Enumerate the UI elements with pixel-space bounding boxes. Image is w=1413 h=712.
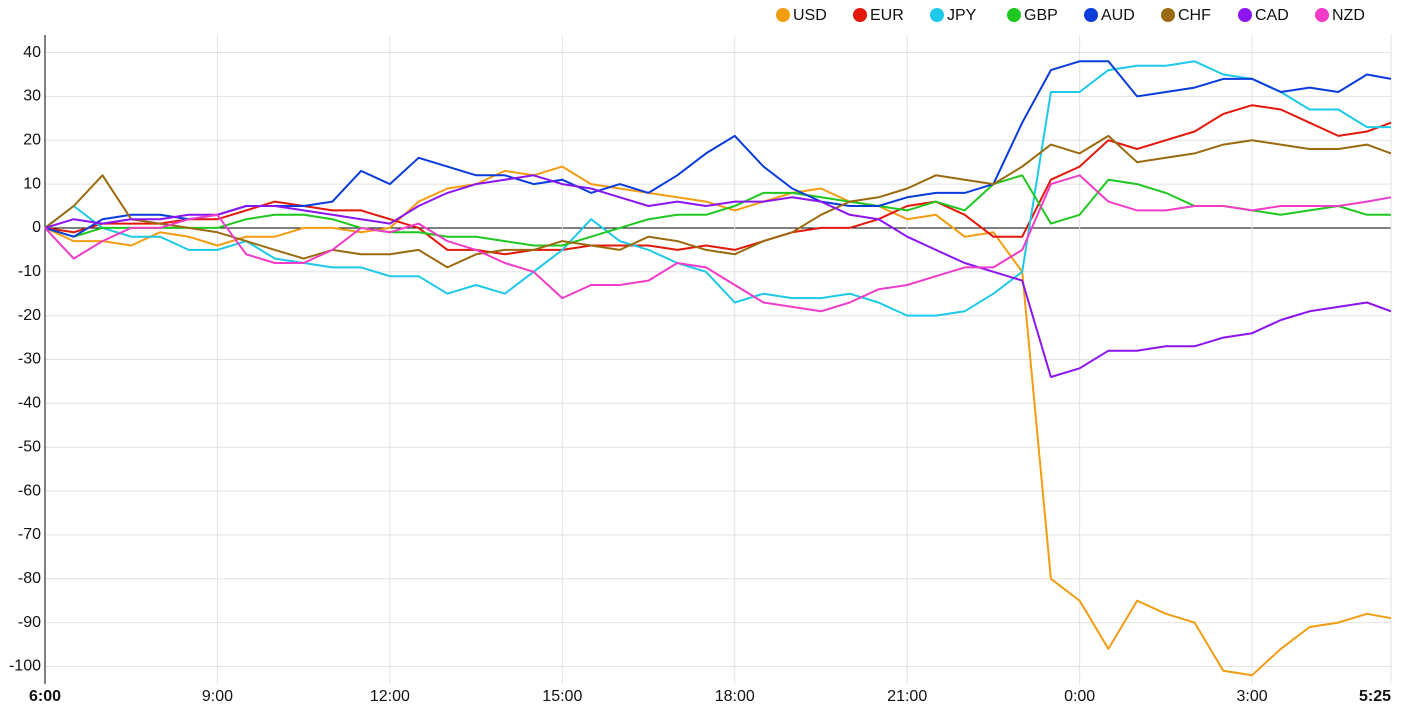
y-tick-label: 20 xyxy=(23,131,41,148)
legend-label: CHF xyxy=(1178,7,1211,24)
y-tick-label: -30 xyxy=(18,351,41,368)
y-tick-label: 0 xyxy=(32,219,41,236)
legend-marker xyxy=(1084,8,1098,22)
x-tick-label: 3:00 xyxy=(1237,688,1268,705)
legend-marker xyxy=(930,8,944,22)
x-tick-label: 0:00 xyxy=(1064,688,1095,705)
legend-marker xyxy=(1007,8,1021,22)
y-tick-label: 30 xyxy=(23,88,41,105)
y-tick-label: -20 xyxy=(18,307,41,324)
x-tick-label: 21:00 xyxy=(887,688,927,705)
y-tick-label: -40 xyxy=(18,395,41,412)
legend-label: GBP xyxy=(1024,7,1058,24)
x-tick-label: 5:25 xyxy=(1359,688,1391,705)
legend-marker xyxy=(1161,8,1175,22)
y-tick-label: 40 xyxy=(23,44,41,61)
legend-marker xyxy=(1238,8,1252,22)
legend-marker xyxy=(1315,8,1329,22)
series-line xyxy=(44,134,1392,269)
x-tick-label: 12:00 xyxy=(370,688,410,705)
series-line xyxy=(44,104,1392,256)
series-line xyxy=(44,174,1391,247)
legend-label: NZD xyxy=(1332,7,1365,24)
legend-label: AUD xyxy=(1101,7,1135,24)
y-tick-label: -90 xyxy=(18,614,41,631)
y-tick-label: -50 xyxy=(18,438,41,455)
y-tick-label: 10 xyxy=(23,175,41,192)
series-line xyxy=(44,174,1392,313)
legend-label: JPY xyxy=(947,7,977,24)
x-tick-label: 18:00 xyxy=(715,688,755,705)
legend-label: USD xyxy=(793,7,827,24)
legend-marker xyxy=(776,8,790,22)
x-tick-label: 15:00 xyxy=(542,688,582,705)
y-tick-label: -80 xyxy=(18,570,41,587)
y-tick-label: -70 xyxy=(18,526,41,543)
legend-marker xyxy=(853,8,867,22)
x-tick-label: 6:00 xyxy=(29,688,61,705)
y-tick-label: -60 xyxy=(18,482,41,499)
x-tick-label: 9:00 xyxy=(202,688,233,705)
series-line xyxy=(44,60,1391,317)
legend-label: CAD xyxy=(1255,7,1289,24)
y-tick-label: -10 xyxy=(18,263,41,280)
series-line xyxy=(44,174,1392,378)
legend-label: EUR xyxy=(870,7,904,24)
y-tick-label: -100 xyxy=(9,658,41,675)
series-line xyxy=(44,165,1392,677)
